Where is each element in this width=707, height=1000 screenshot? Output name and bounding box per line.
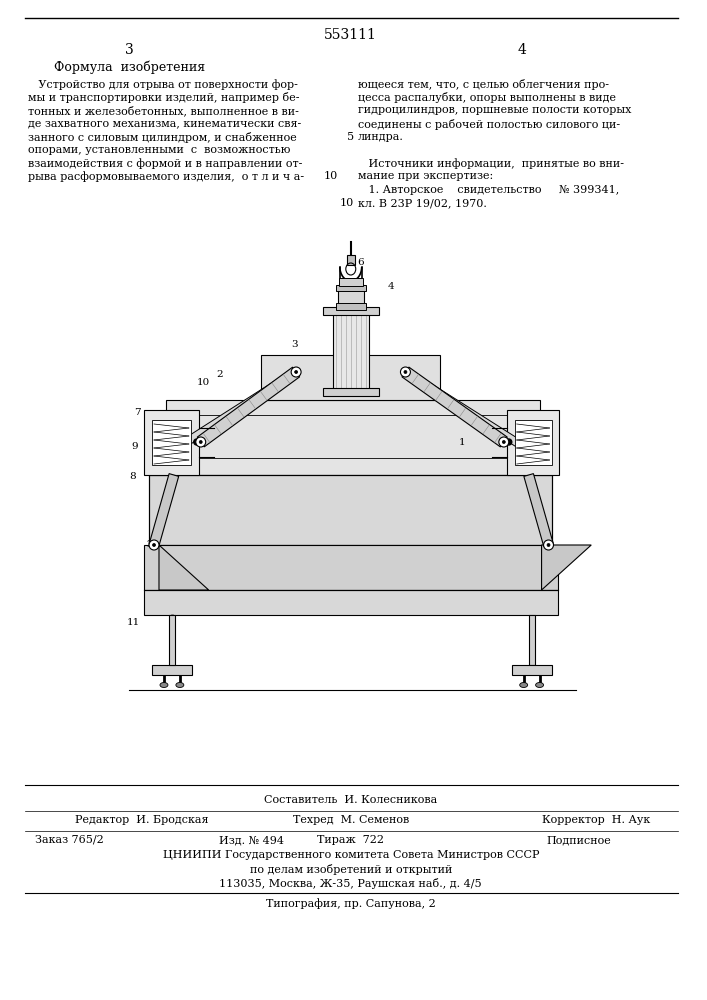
Circle shape [499,437,509,447]
Polygon shape [402,367,507,447]
Text: 7: 7 [134,408,141,417]
Text: рыва расформовываемого изделия,  о т л и ч а-: рыва расформовываемого изделия, о т л и … [28,171,304,182]
Bar [333,310,368,390]
Polygon shape [403,369,531,453]
Text: Типография, пр. Сапунова, 2: Типография, пр. Сапунова, 2 [266,898,436,909]
Bar [149,475,551,545]
Polygon shape [149,474,179,546]
Text: 10: 10 [339,198,354,208]
Bar [515,420,551,465]
Text: 11: 11 [127,618,141,627]
Circle shape [400,367,410,377]
Text: 6: 6 [358,258,364,267]
Text: 113035, Москва, Ж-35, Раушская наб., д. 4/5: 113035, Москва, Ж-35, Раушская наб., д. … [219,878,482,889]
Circle shape [295,370,298,373]
Text: Корректор  Н. Аук: Корректор Н. Аук [542,815,650,825]
Circle shape [199,440,202,444]
Polygon shape [159,545,209,590]
Bar [144,410,199,475]
Bar [152,420,191,465]
Bar [347,255,355,265]
Ellipse shape [520,682,527,688]
Text: Формула  изобретения: Формула изобретения [54,60,205,74]
Bar [262,355,440,400]
Text: мы и транспортировки изделий, например бе-: мы и транспортировки изделий, например б… [28,92,299,103]
Bar [338,285,363,310]
Polygon shape [172,369,298,453]
Bar [529,615,534,665]
Text: ЦНИИПИ Государственного комитета Совета Министров СССР: ЦНИИПИ Государственного комитета Совета … [163,850,539,860]
Text: 9: 9 [132,442,138,451]
Text: 4: 4 [387,282,395,291]
Text: Изд. № 494: Изд. № 494 [218,835,284,845]
Bar [507,410,559,475]
Polygon shape [542,545,591,590]
Ellipse shape [160,682,168,688]
Text: кл. В 23Р 19/02, 1970.: кл. В 23Р 19/02, 1970. [358,198,486,208]
Polygon shape [197,367,300,447]
Bar [323,388,379,396]
Text: линдра.: линдра. [358,132,404,142]
Text: 5: 5 [358,295,364,304]
Circle shape [502,440,506,444]
Text: цесса распалубки, опоры выполнены в виде: цесса распалубки, опоры выполнены в виде [358,92,616,103]
Text: 2: 2 [216,370,223,379]
Circle shape [196,437,206,447]
Polygon shape [524,474,554,546]
Text: 3: 3 [291,340,298,349]
Text: Техред  М. Семенов: Техред М. Семенов [293,815,409,825]
Circle shape [404,370,407,373]
Circle shape [506,439,512,445]
Text: 1: 1 [459,438,466,447]
Text: ющееся тем, что, с целью облегчения про-: ющееся тем, что, с целью облегчения про- [358,79,609,90]
Text: 10: 10 [324,171,338,181]
Bar [323,307,379,315]
Text: тонных и железобетонных, выполненное в ви-: тонных и железобетонных, выполненное в в… [28,105,298,116]
Text: 8: 8 [129,472,136,481]
Circle shape [194,439,200,445]
Text: 10: 10 [197,378,210,387]
Text: 1. Авторское    свидетельство     № 399341,: 1. Авторское свидетельство № 399341, [358,185,619,195]
Text: Тираж  722: Тираж 722 [317,835,385,845]
Bar [169,615,175,665]
Text: Источники информации,  принятые во вни-: Источники информации, принятые во вни- [358,158,624,169]
Circle shape [149,540,159,550]
Text: 3: 3 [125,43,134,57]
Text: Заказ 765/2: Заказ 765/2 [35,835,103,845]
Circle shape [547,544,550,546]
Text: 4: 4 [518,43,526,57]
Text: 553111: 553111 [325,28,378,42]
Text: занного с силовым цилиндром, и снабженное: занного с силовым цилиндром, и снабженно… [28,132,296,143]
Text: 12: 12 [146,540,159,549]
Text: соединены с рабочей полостью силового ци-: соединены с рабочей полостью силового ци… [358,119,620,130]
Circle shape [153,544,156,546]
Bar [152,665,192,675]
Text: взаимодействия с формой и в направлении от-: взаимодействия с формой и в направлении … [28,158,302,169]
Bar [336,285,366,291]
Text: гидроцилиндров, поршневые полости которых: гидроцилиндров, поршневые полости которы… [358,105,631,115]
Circle shape [291,367,301,377]
Bar [339,278,363,286]
Bar [144,590,559,615]
Bar [144,545,559,590]
Text: Подписное: Подписное [547,835,612,845]
Text: мание при экспертизе:: мание при экспертизе: [358,171,493,181]
Text: Редактор  И. Бродская: Редактор И. Бродская [74,815,208,825]
Text: Устройство для отрыва от поверхности фор-: Устройство для отрыва от поверхности фор… [28,79,298,90]
Text: по делам изобретений и открытий: по делам изобретений и открытий [250,864,452,875]
Text: де захватного механизма, кинематически свя-: де захватного механизма, кинематически с… [28,119,301,129]
Bar [512,665,551,675]
Text: опорами, установленными  с  возможностью: опорами, установленными с возможностью [28,145,290,155]
Text: Составитель  И. Колесникова: Составитель И. Колесникова [264,795,438,805]
Ellipse shape [536,682,544,688]
Bar [336,303,366,310]
Ellipse shape [176,682,184,688]
Text: 5: 5 [346,132,354,142]
Bar [166,400,539,475]
Circle shape [544,540,554,550]
